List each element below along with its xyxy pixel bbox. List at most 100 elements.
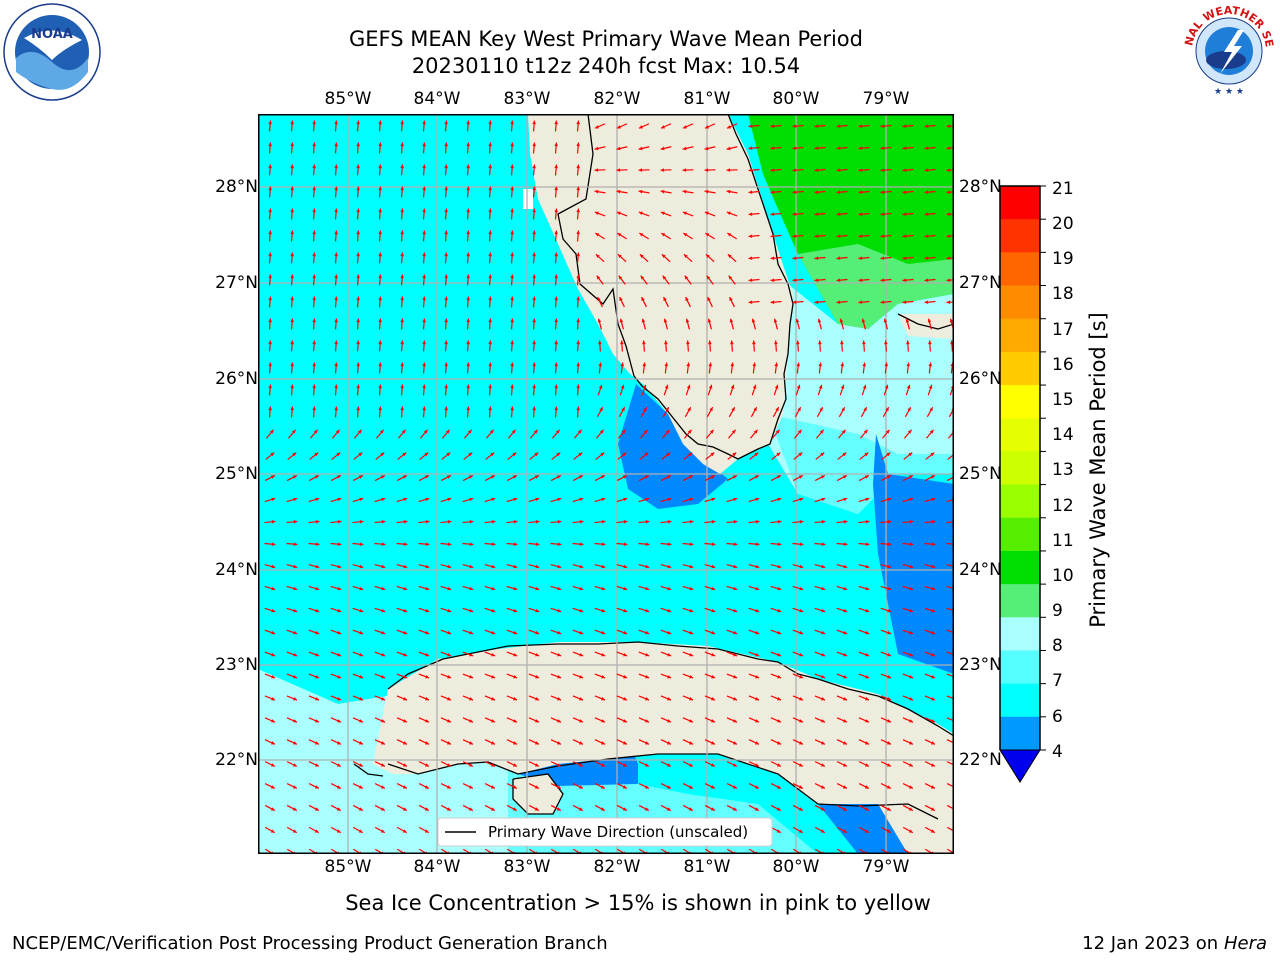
wave-arrow-head bbox=[445, 429, 450, 434]
wave-arrow-head bbox=[446, 452, 451, 457]
wave-arrow-head bbox=[931, 675, 936, 679]
wave-arrow-head bbox=[777, 542, 782, 546]
wave-arrow-head bbox=[667, 719, 672, 723]
wave-arrow-head bbox=[931, 652, 936, 657]
wave-arrow-head bbox=[271, 586, 276, 591]
wave-arrow-head bbox=[268, 208, 272, 213]
wave-arrow-head bbox=[733, 608, 738, 613]
wave-arrow-head bbox=[510, 362, 514, 367]
wave-arrow-head bbox=[667, 697, 672, 701]
wave-arrow-head bbox=[290, 340, 294, 345]
wave-arrow-head bbox=[711, 675, 716, 679]
wave-arrow-head bbox=[535, 586, 540, 591]
wave-arrow-head bbox=[334, 318, 338, 323]
wave-arrow-head bbox=[865, 630, 870, 635]
lat-label: 25°N bbox=[959, 464, 1002, 484]
wave-arrow-head bbox=[400, 384, 404, 389]
wave-arrow-head bbox=[682, 146, 687, 151]
wave-arrow-head bbox=[798, 807, 803, 811]
wave-arrow-head bbox=[931, 586, 936, 591]
wave-arrow-head bbox=[293, 497, 298, 502]
wave-arrow-head bbox=[290, 296, 294, 301]
wave-arrow-head bbox=[292, 475, 297, 479]
wave-arrow-head bbox=[710, 763, 715, 767]
wave-arrow-head bbox=[843, 675, 848, 679]
wave-arrow-head bbox=[930, 829, 935, 833]
wave-arrow-head bbox=[924, 256, 929, 260]
wave-arrow-head bbox=[290, 120, 294, 125]
wave-arrow-head bbox=[334, 120, 338, 125]
map-frame bbox=[258, 114, 954, 854]
wave-arrow-head bbox=[511, 429, 516, 434]
wave-arrow-head bbox=[510, 384, 514, 389]
wave-arrow-head bbox=[887, 741, 892, 745]
wave-arrow-head bbox=[644, 785, 649, 789]
wave-arrow-head bbox=[797, 429, 802, 434]
wave-arrow-head bbox=[796, 384, 801, 389]
wave-arrow-head bbox=[777, 564, 782, 569]
wave-arrow-head bbox=[686, 340, 690, 345]
wave-arrow-head bbox=[554, 208, 558, 213]
wave-arrow-head bbox=[271, 697, 276, 701]
wave-arrow-head bbox=[444, 208, 448, 213]
period-region-lightgreen bbox=[798, 244, 954, 329]
wave-arrow-head bbox=[777, 630, 782, 635]
wave-arrow-head bbox=[862, 340, 866, 345]
wave-arrow-head bbox=[315, 519, 320, 524]
wave-arrow-head bbox=[726, 211, 731, 216]
wave-arrow-head bbox=[315, 630, 320, 635]
wave-arrow-head bbox=[820, 475, 825, 479]
wave-arrow-head bbox=[865, 519, 870, 524]
wave-arrow-head bbox=[293, 697, 298, 701]
wave-arrow-head bbox=[929, 429, 934, 434]
wave-arrow-head bbox=[754, 785, 759, 789]
wave-arrow-head bbox=[469, 564, 474, 569]
wave-arrow-head bbox=[617, 254, 622, 259]
wave-arrow-head bbox=[688, 452, 693, 457]
wave-arrow-head bbox=[616, 211, 621, 216]
wave-arrow-head bbox=[381, 630, 386, 635]
wave-arrow-head bbox=[513, 542, 518, 546]
wave-arrow-head bbox=[556, 807, 561, 811]
colorbar-segment bbox=[1000, 385, 1040, 419]
wave-arrow-head bbox=[748, 146, 753, 150]
wave-arrow-head bbox=[865, 564, 870, 569]
wave-arrow-head bbox=[664, 362, 669, 367]
wave-arrow-head bbox=[819, 429, 824, 434]
wave-arrow-head bbox=[748, 256, 753, 260]
wave-period-map[interactable]: Primary Wave Direction (unscaled) bbox=[258, 114, 954, 854]
colorbar-segment bbox=[1000, 517, 1040, 552]
wave-arrow-head bbox=[488, 164, 492, 169]
wave-arrow-head bbox=[799, 519, 804, 524]
wave-arrow-head bbox=[532, 252, 536, 257]
wave-arrow-head bbox=[709, 407, 713, 412]
wave-arrow-head bbox=[820, 807, 825, 811]
wave-arrow-head bbox=[821, 564, 826, 569]
wave-arrow-head bbox=[444, 340, 448, 345]
wave-arrow-head bbox=[334, 384, 338, 389]
wave-arrow-head bbox=[708, 340, 712, 345]
wave-arrow-head bbox=[403, 652, 408, 657]
wave-arrow-head bbox=[863, 407, 867, 412]
wave-arrow-head bbox=[424, 829, 429, 833]
wave-arrow-head bbox=[880, 278, 885, 282]
colorbar-tick: 14 bbox=[1052, 425, 1074, 445]
wave-arrow-head bbox=[880, 168, 885, 172]
wave-arrow-head bbox=[513, 630, 518, 635]
wave-arrow-head bbox=[710, 475, 715, 479]
wave-arrow-head bbox=[447, 697, 452, 701]
wave-arrow-head bbox=[402, 829, 407, 833]
wave-arrow-head bbox=[689, 675, 694, 679]
wave-arrow-head bbox=[711, 586, 716, 591]
wave-arrow-head bbox=[466, 318, 470, 323]
wave-arrow-head bbox=[422, 208, 426, 213]
wave-arrow-head bbox=[821, 542, 826, 546]
wave-arrow-head bbox=[622, 785, 627, 789]
wave-arrow-head bbox=[946, 190, 951, 194]
wave-arrow-head bbox=[865, 741, 870, 745]
wave-arrow-head bbox=[748, 234, 753, 238]
wave-arrow-head bbox=[512, 452, 517, 457]
wave-arrow-head bbox=[777, 608, 782, 613]
wave-arrow-head bbox=[424, 475, 429, 479]
wave-arrow-head bbox=[819, 407, 823, 412]
